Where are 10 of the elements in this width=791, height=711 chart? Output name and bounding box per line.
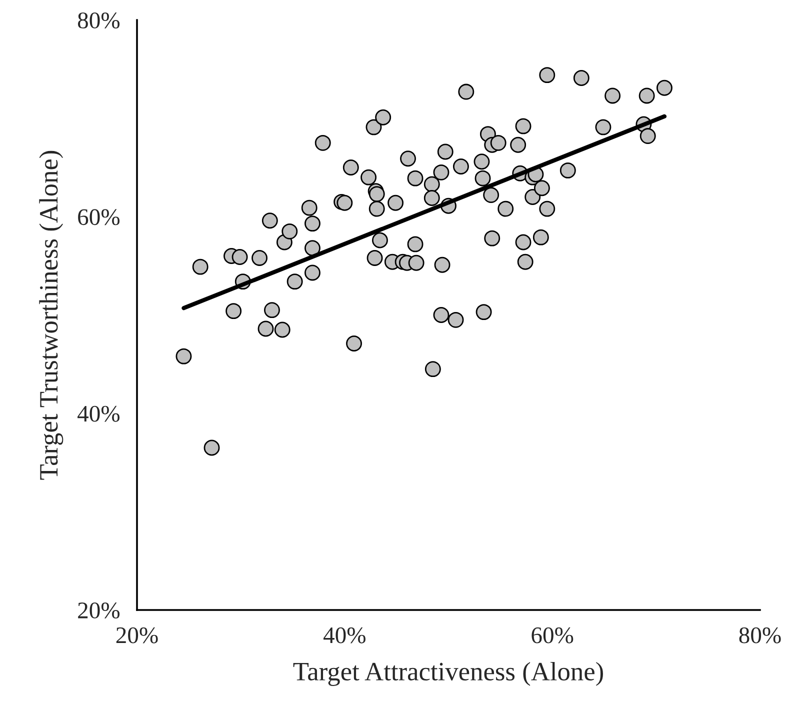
x-tick-label: 60% (532, 627, 574, 644)
y-tick-label: 80% (78, 12, 120, 28)
y-tick-label: 60% (78, 209, 120, 226)
y-axis-title: Target Trustworthiness (Alone) (39, 150, 64, 480)
x-tick-label: 80% (739, 627, 781, 644)
y-tick-label: 20% (78, 602, 120, 618)
y-tick-label: 40% (78, 406, 120, 422)
x-tick-label: 20% (116, 627, 158, 644)
x-tick-label: 40% (323, 627, 366, 644)
x-axis-title: Target Attractiveness (Alone) (293, 662, 603, 686)
